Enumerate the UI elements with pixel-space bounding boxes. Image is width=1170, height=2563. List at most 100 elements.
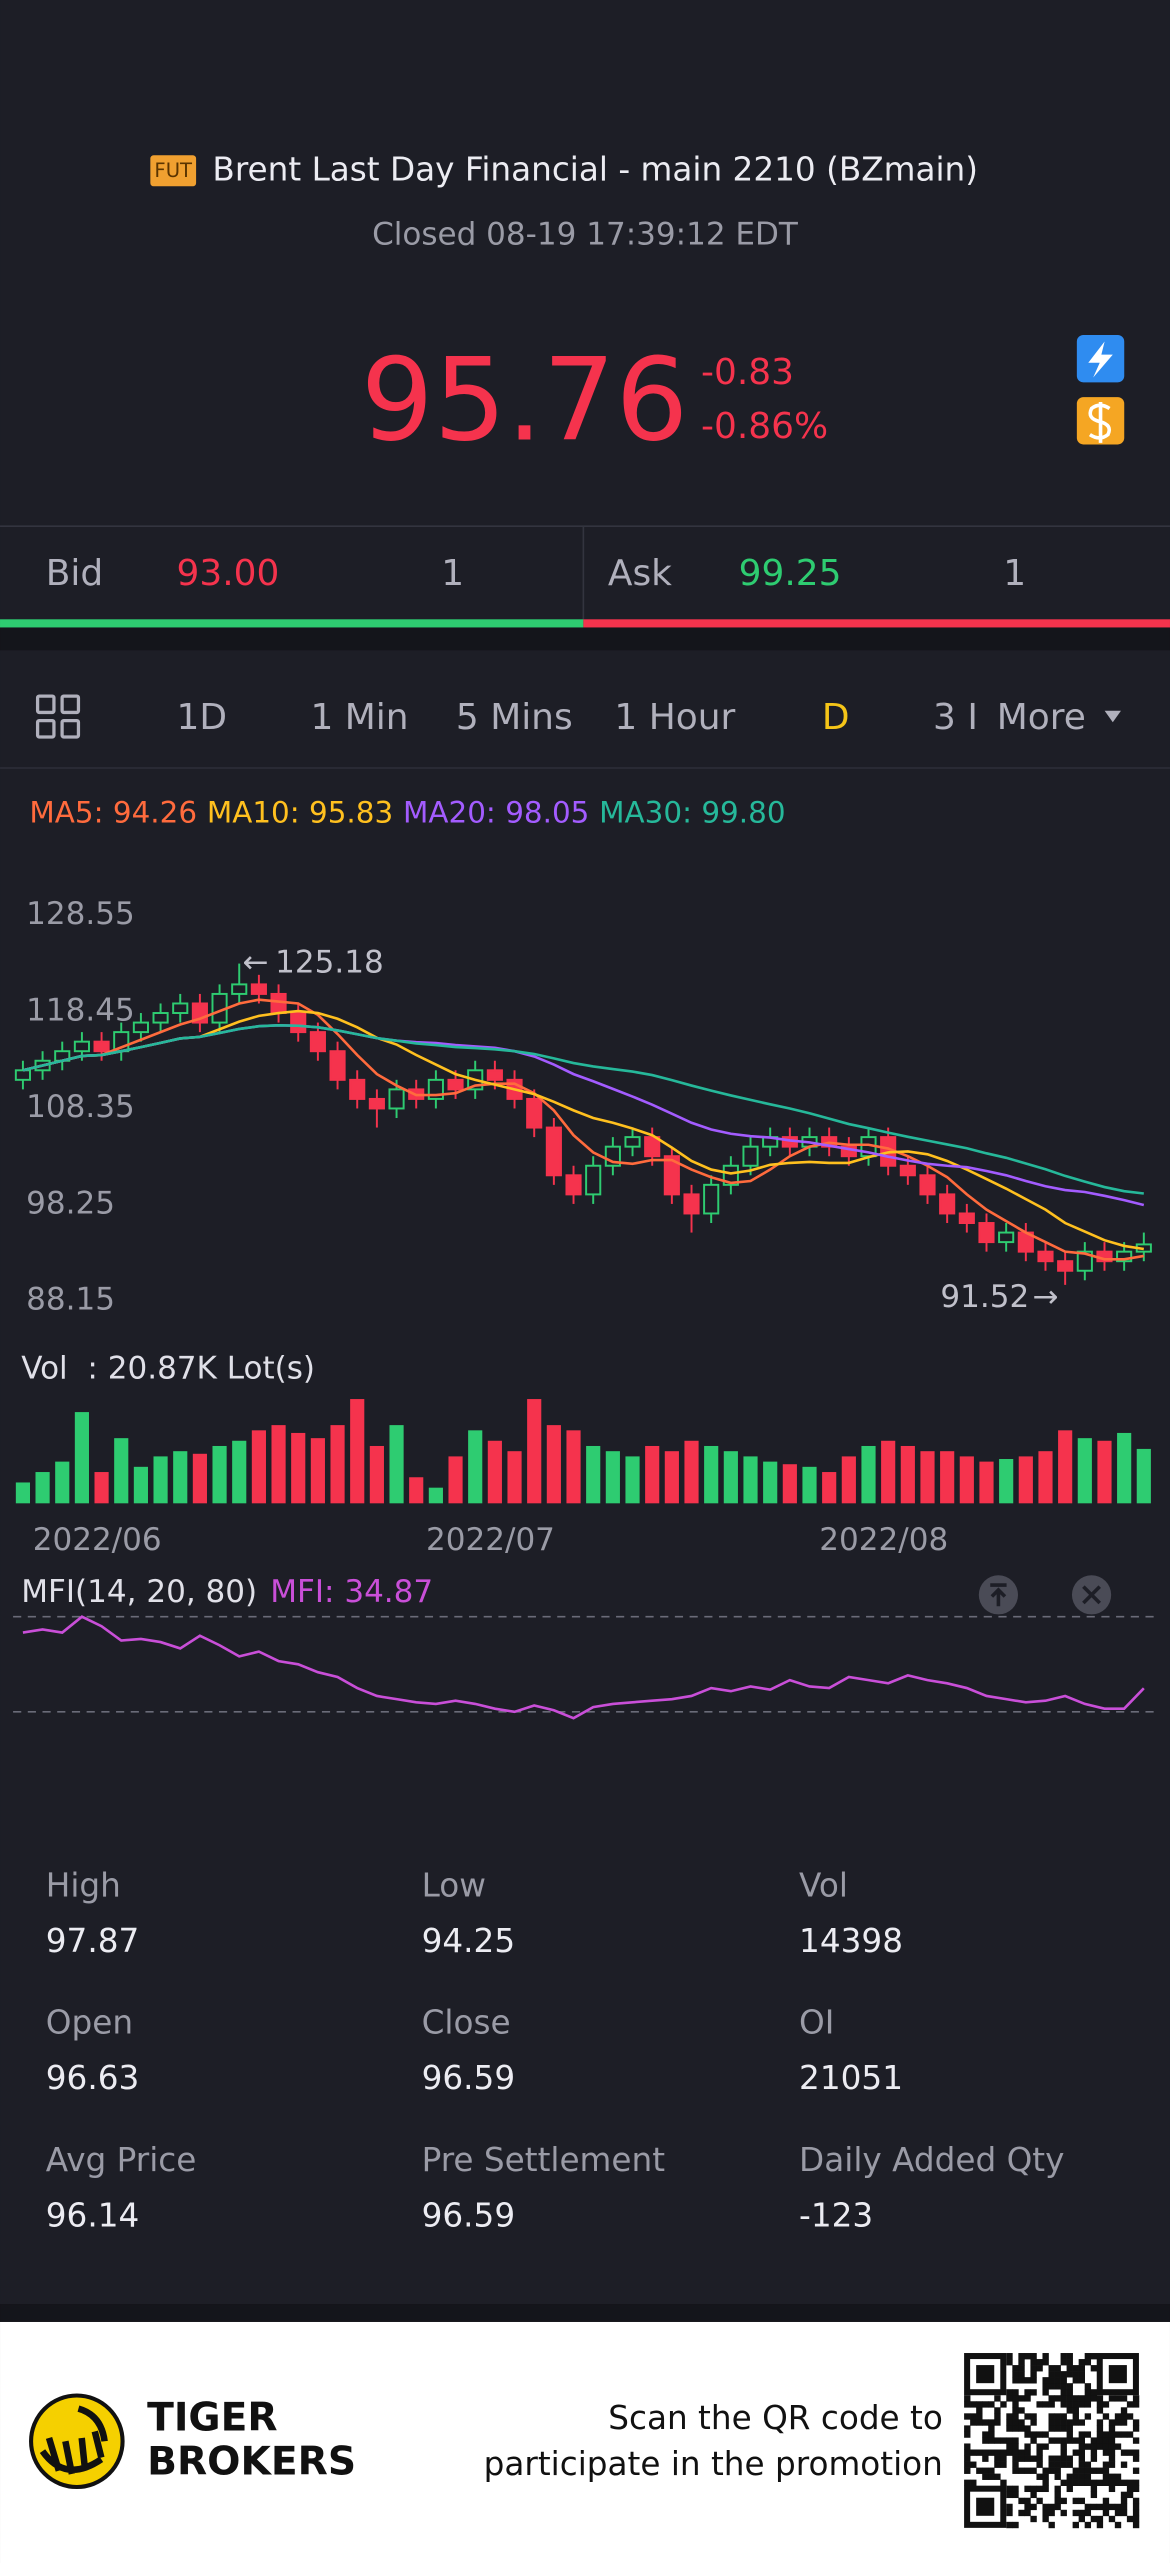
qr-cell [1108,2425,1116,2432]
qr-cell [1072,2377,1079,2384]
bid-size: 1 [441,553,464,594]
qr-cell [1060,2383,1067,2390]
qr-cell [1090,2353,1098,2360]
x-tick-label: 2022/06 [33,1522,162,1558]
qr-cell [1024,2503,1031,2511]
volume-bar [507,1451,522,1504]
qr-cell [1024,2377,1031,2384]
tab[interactable]: 3 I [933,697,978,738]
qr-cell [994,2437,1001,2444]
qr-cell [1090,2515,1098,2523]
candle-body [939,1193,956,1215]
volume-label: Vol : 20.87K Lot(s) [21,1350,315,1386]
volume-bar [448,1456,463,1504]
qr-cell [1066,2383,1073,2390]
qr-cell [1036,2461,1043,2468]
qr-cell [1018,2353,1025,2360]
qr-cell [1078,2515,1086,2523]
qr-cell [982,2467,989,2474]
qr-cell [1012,2443,1019,2450]
qr-cell [1012,2425,1019,2432]
qr-cell [1084,2473,1092,2480]
qr-cell [1054,2395,1061,2402]
qr-cell [1054,2437,1061,2444]
qr-cell [976,2407,983,2414]
qr-cell [1126,2413,1134,2420]
tab[interactable]: More [997,697,1086,738]
qr-cell [1090,2443,1098,2450]
qr-cell [1132,2419,1140,2426]
volume-bar [546,1425,561,1504]
ma-line [22,1023,1144,1195]
qr-cell [1048,2461,1055,2468]
qr-cell [1024,2485,1031,2493]
separator [0,627,1170,651]
qr-cell [1072,2509,1079,2517]
qr-cell [1006,2413,1013,2420]
qr-cell [1000,2461,1007,2468]
ask: 99.25 [739,553,842,594]
qr-cell [1096,2437,1104,2444]
qr-cell [1108,2479,1116,2486]
tab[interactable]: 5 Mins [456,697,573,738]
qr-cell [1048,2401,1055,2408]
qr-cell [1054,2503,1061,2511]
qr-cell [1120,2431,1128,2438]
qr-cell [1072,2467,1079,2474]
candle-body [309,1031,326,1053]
flash-glyph [1088,341,1113,378]
tab[interactable]: 1 Hour [614,697,735,738]
qr-cell [1096,2467,1104,2474]
x-tick-label: 2022/07 [426,1522,555,1558]
volume-bar [55,1461,70,1504]
layout-icon[interactable] [35,694,81,739]
tab[interactable]: 1 Min [310,697,408,738]
qr-cell [982,2449,989,2456]
qr-cell [988,2419,995,2426]
qr-cell [1018,2395,1025,2402]
change: -0.83 [701,352,794,393]
qr-cell [1048,2413,1055,2420]
qr-cell [1096,2479,1104,2486]
tab[interactable]: D [822,697,850,738]
qr-cell [1102,2503,1110,2511]
qr-cell [1120,2479,1128,2486]
qr-cell [1132,2449,1140,2456]
qr-cell [1132,2521,1140,2529]
volume-bar [841,1456,856,1504]
qr-cell [1108,2503,1116,2511]
qr-cell [1102,2497,1110,2505]
qr-cell [1054,2365,1061,2372]
qr-cell [1066,2401,1073,2408]
stat-label: High [46,1866,121,1904]
volume-bar [291,1432,306,1504]
logo [29,2393,125,2490]
more-caret [1104,710,1121,723]
tab[interactable]: 1D [176,697,227,738]
volume-bar [723,1451,738,1504]
candle-body [644,1136,661,1158]
qr-cell [1102,2431,1110,2438]
qr-cell [1108,2473,1116,2480]
qr-cell [1036,2365,1043,2372]
candle-body [132,1021,149,1034]
qr-cell [1096,2515,1104,2523]
qr-cell [1012,2521,1019,2529]
qr-finder [964,2485,1007,2528]
qr-cell [1114,2521,1122,2529]
qr-cell [1126,2491,1134,2499]
qr-cell [1072,2473,1079,2480]
qr-cell [1012,2395,1019,2402]
qr-cell [1114,2395,1122,2402]
qr-cell [1102,2461,1110,2468]
qr-cell [1096,2419,1104,2426]
candle-body [329,1050,346,1081]
qr-cell [1030,2419,1037,2426]
qr-cell [1102,2509,1110,2517]
qr-cell [1054,2485,1061,2493]
qr-cell [1126,2449,1134,2456]
qr-cell [1000,2479,1007,2486]
qr-cell [1066,2371,1073,2378]
qr-cell [1012,2449,1019,2456]
volume-bar [271,1425,286,1504]
